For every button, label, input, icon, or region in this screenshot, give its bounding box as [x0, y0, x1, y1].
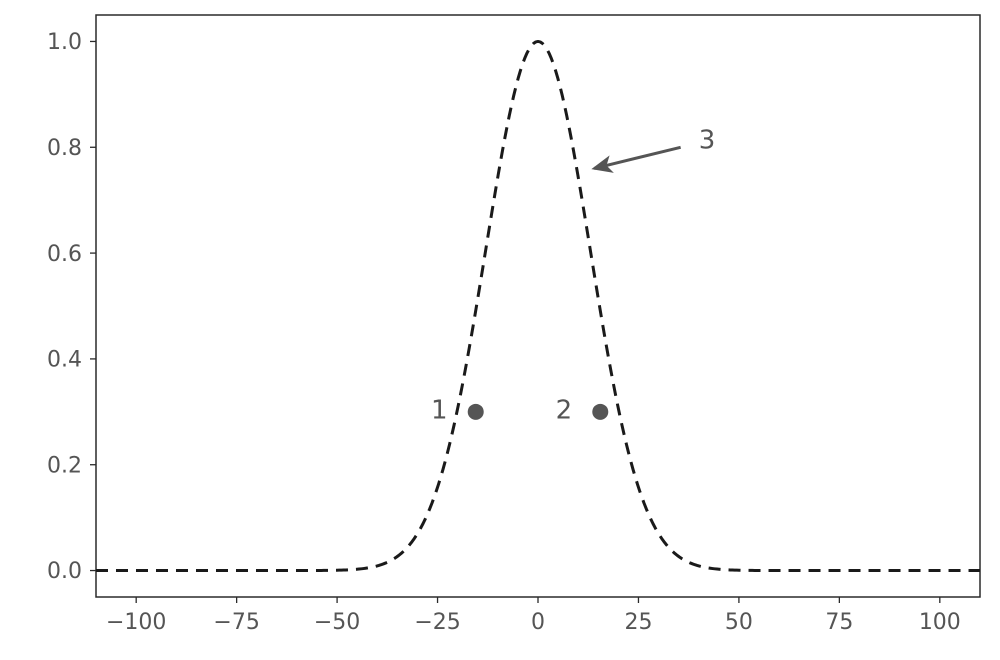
x-tick-label: −50 [314, 610, 360, 635]
y-tick-label: 0.4 [47, 348, 82, 373]
x-tick-label: 0 [531, 610, 545, 635]
chart-svg: −100 −75 −50 −25 0 25 50 75 100 0.0 0.2 0.4 0.6 0.8 1.… [0, 0, 1000, 660]
point-marker-2 [592, 404, 608, 420]
axes-frame [96, 15, 980, 597]
x-tick-label: −75 [213, 610, 259, 635]
y-tick-label: 0.0 [47, 559, 82, 584]
plot-area: −100 −75 −50 −25 0 25 50 75 100 0.0 0.2 0.4 0.6 0.8 1.… [47, 15, 980, 635]
y-tick-label: 0.6 [47, 242, 82, 267]
x-tick-label: 100 [919, 610, 961, 635]
x-tick-label: −100 [106, 610, 166, 635]
y-tick-label: 0.2 [47, 453, 82, 478]
x-tick-label: 25 [624, 610, 652, 635]
y-tick-label: 1.0 [47, 30, 82, 55]
annotation-label-3: 3 [699, 125, 716, 155]
x-tick-label: −25 [414, 610, 460, 635]
point-marker-1 [468, 404, 484, 420]
y-tick-label: 0.8 [47, 136, 82, 161]
x-tick-label: 75 [825, 610, 853, 635]
chart-container: −100 −75 −50 −25 0 25 50 75 100 0.0 0.2 0.4 0.6 0.8 1.… [0, 0, 1000, 660]
annotation-label-1: 1 [431, 395, 448, 425]
annotation-label-2: 2 [556, 395, 573, 425]
x-tick-label: 50 [725, 610, 753, 635]
